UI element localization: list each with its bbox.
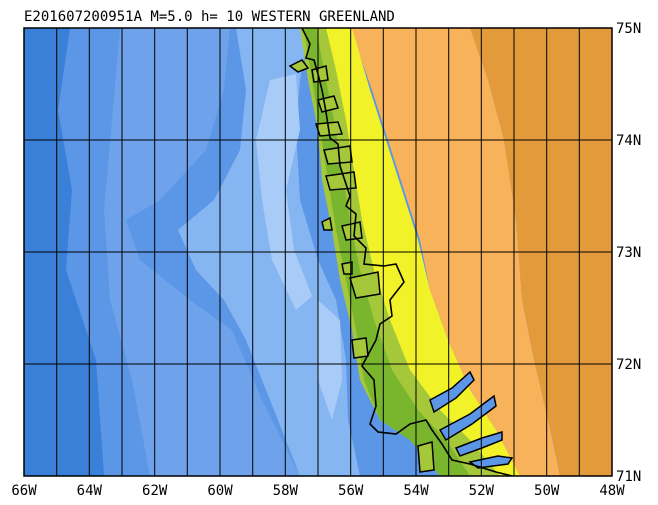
lat-label-74n: 74N bbox=[616, 133, 641, 149]
longitude-labels: 66W 64W 62W 60W 58W 56W 54W 52W 50W 48W bbox=[11, 483, 625, 499]
coastal-islands bbox=[288, 59, 435, 473]
lon-label-50w: 50W bbox=[534, 483, 560, 499]
lon-label-48w: 48W bbox=[599, 483, 625, 499]
ocean-shallow-1 bbox=[256, 74, 312, 310]
ocean-shallow-2 bbox=[318, 300, 342, 420]
island bbox=[317, 95, 339, 113]
lon-label-56w: 56W bbox=[338, 483, 364, 499]
lat-label-72n: 72N bbox=[616, 357, 641, 373]
lat-label-75n: 75N bbox=[616, 21, 641, 37]
island bbox=[341, 261, 353, 275]
lon-label-52w: 52W bbox=[469, 483, 495, 499]
lon-label-62w: 62W bbox=[142, 483, 168, 499]
fjord bbox=[438, 394, 497, 442]
lon-label-64w: 64W bbox=[77, 483, 103, 499]
island bbox=[341, 221, 363, 241]
lat-label-71n: 71N bbox=[616, 469, 641, 485]
island bbox=[325, 171, 357, 191]
lon-label-66w: 66W bbox=[11, 483, 37, 499]
island bbox=[321, 216, 333, 231]
lon-label-58w: 58W bbox=[273, 483, 299, 499]
fjord bbox=[468, 455, 514, 469]
fjords bbox=[429, 370, 514, 469]
fjord bbox=[429, 370, 475, 414]
island bbox=[288, 59, 310, 73]
map-title: E201607200951A M=5.0 h= 10 WESTERN GREEN… bbox=[24, 9, 395, 25]
island bbox=[323, 145, 353, 165]
lon-label-60w: 60W bbox=[207, 483, 233, 499]
latitude-labels: 75N 74N 73N 72N 71N bbox=[616, 21, 641, 485]
fjord bbox=[454, 430, 503, 457]
island bbox=[417, 441, 435, 473]
coastline bbox=[301, 28, 513, 476]
island bbox=[349, 271, 381, 299]
map-frame bbox=[23, 27, 613, 477]
lat-label-73n: 73N bbox=[616, 245, 641, 261]
island bbox=[311, 65, 329, 83]
island bbox=[351, 337, 369, 359]
lon-label-54w: 54W bbox=[403, 483, 429, 499]
